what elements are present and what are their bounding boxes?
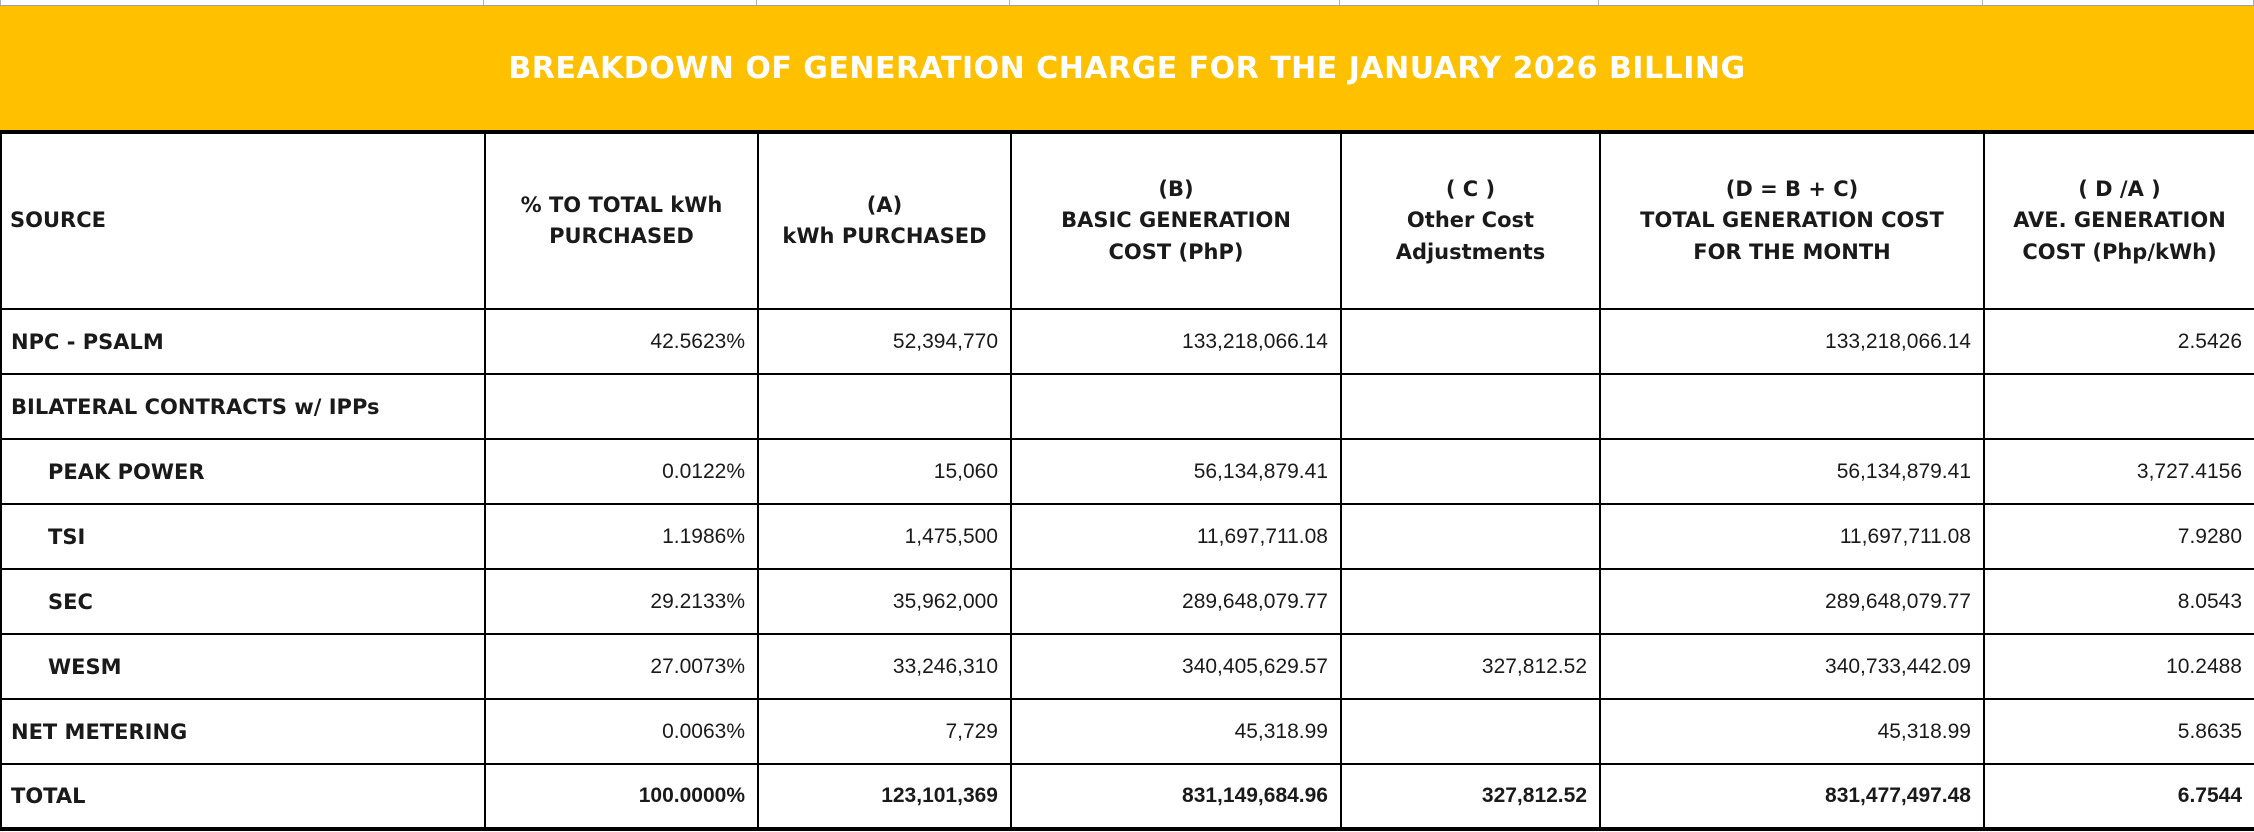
adjustments-cell — [1340, 438, 1601, 505]
page-title: BREAKDOWN OF GENERATION CHARGE FOR THE J… — [508, 50, 1746, 86]
ave-cost-cell: 8.0543 — [1983, 568, 2254, 635]
row-label: PEAK POWER — [0, 438, 486, 505]
basic-cost-cell: 56,134,879.41 — [1010, 438, 1342, 505]
total-cost-cell: 340,733,442.09 — [1599, 633, 1985, 700]
adjustments-cell — [1340, 568, 1601, 635]
pct-cell: 0.0122% — [484, 438, 759, 505]
total-cost-cell: 133,218,066.14 — [1599, 308, 1985, 375]
gridline-cell — [1599, 0, 1983, 5]
table-row-net-metering: NET METERING 0.0063% 7,729 45,318.99 45,… — [0, 698, 2254, 765]
column-header-other-cost-adjustments: ( C ) Other Cost Adjustments — [1340, 132, 1601, 310]
adjustments-cell — [1340, 308, 1601, 375]
pct-cell: 42.5623% — [484, 308, 759, 375]
total-cost-cell — [1599, 373, 1985, 440]
title-band: BREAKDOWN OF GENERATION CHARGE FOR THE J… — [0, 6, 2254, 132]
row-label: TOTAL — [0, 763, 486, 831]
table-header-row: SOURCE % TO TOTAL kWh PURCHASED (A) kWh … — [0, 132, 2254, 310]
pct-cell: 27.0073% — [484, 633, 759, 700]
basic-cost-cell: 340,405,629.57 — [1010, 633, 1342, 700]
ave-cost-cell: 6.7544 — [1983, 763, 2254, 831]
row-label: BILATERAL CONTRACTS w/ IPPs — [0, 373, 486, 440]
total-cost-cell: 11,697,711.08 — [1599, 503, 1985, 570]
pct-cell: 1.1986% — [484, 503, 759, 570]
ave-cost-cell: 3,727.4156 — [1983, 438, 2254, 505]
adjustments-cell — [1340, 373, 1601, 440]
column-header-pct-to-total: % TO TOTAL kWh PURCHASED — [484, 132, 759, 310]
column-header-ave-generation-cost: ( D /A ) AVE. GENERATION COST (Php/kWh) — [1983, 132, 2254, 310]
column-header-total-generation-cost: (D = B + C) TOTAL GENERATION COST FOR TH… — [1599, 132, 1985, 310]
row-label: NPC - PSALM — [0, 308, 486, 375]
ave-cost-cell: 10.2488 — [1983, 633, 2254, 700]
table-row-total: TOTAL 100.0000% 123,101,369 831,149,684.… — [0, 763, 2254, 831]
basic-cost-cell: 289,648,079.77 — [1010, 568, 1342, 635]
kwh-cell: 7,729 — [757, 698, 1012, 765]
table-row-peak-power: PEAK POWER 0.0122% 15,060 56,134,879.41 … — [0, 438, 2254, 505]
basic-cost-cell: 133,218,066.14 — [1010, 308, 1342, 375]
gridline-cell — [0, 0, 484, 5]
total-cost-cell: 45,318.99 — [1599, 698, 1985, 765]
row-label: NET METERING — [0, 698, 486, 765]
generation-charge-table: SOURCE % TO TOTAL kWh PURCHASED (A) kWh … — [0, 132, 2254, 831]
column-header-source: SOURCE — [0, 132, 486, 310]
total-cost-cell: 289,648,079.77 — [1599, 568, 1985, 635]
ave-cost-cell — [1983, 373, 2254, 440]
adjustments-cell — [1340, 503, 1601, 570]
pct-cell: 0.0063% — [484, 698, 759, 765]
gridline-cell — [484, 0, 757, 5]
table-row-wesm: WESM 27.0073% 33,246,310 340,405,629.57 … — [0, 633, 2254, 700]
basic-cost-cell — [1010, 373, 1342, 440]
table-row-npc-psalm: NPC - PSALM 42.5623% 52,394,770 133,218,… — [0, 308, 2254, 375]
kwh-cell: 1,475,500 — [757, 503, 1012, 570]
row-label: WESM — [0, 633, 486, 700]
adjustments-cell: 327,812.52 — [1340, 763, 1601, 831]
gridline-cell — [1010, 0, 1340, 5]
basic-cost-cell: 45,318.99 — [1010, 698, 1342, 765]
column-header-kwh-purchased: (A) kWh PURCHASED — [757, 132, 1012, 310]
gridline-cell — [757, 0, 1010, 5]
row-label: SEC — [0, 568, 486, 635]
table-row-sec: SEC 29.2133% 35,962,000 289,648,079.77 2… — [0, 568, 2254, 635]
pct-cell: 29.2133% — [484, 568, 759, 635]
total-cost-cell: 56,134,879.41 — [1599, 438, 1985, 505]
ave-cost-cell: 7.9280 — [1983, 503, 2254, 570]
table-row-tsi: TSI 1.1986% 1,475,500 11,697,711.08 11,6… — [0, 503, 2254, 570]
kwh-cell: 123,101,369 — [757, 763, 1012, 831]
column-header-basic-generation-cost: (B) BASIC GENERATION COST (PhP) — [1010, 132, 1342, 310]
pct-cell — [484, 373, 759, 440]
row-label: TSI — [0, 503, 486, 570]
basic-cost-cell: 11,697,711.08 — [1010, 503, 1342, 570]
adjustments-cell: 327,812.52 — [1340, 633, 1601, 700]
ave-cost-cell: 2.5426 — [1983, 308, 2254, 375]
kwh-cell: 33,246,310 — [757, 633, 1012, 700]
kwh-cell: 15,060 — [757, 438, 1012, 505]
kwh-cell: 52,394,770 — [757, 308, 1012, 375]
basic-cost-cell: 831,149,684.96 — [1010, 763, 1342, 831]
adjustments-cell — [1340, 698, 1601, 765]
total-cost-cell: 831,477,497.48 — [1599, 763, 1985, 831]
gridline-cell — [1340, 0, 1599, 5]
pct-cell: 100.0000% — [484, 763, 759, 831]
kwh-cell — [757, 373, 1012, 440]
ave-cost-cell: 5.8635 — [1983, 698, 2254, 765]
table-row-bilateral-contracts: BILATERAL CONTRACTS w/ IPPs — [0, 373, 2254, 440]
gridline-cell — [1983, 0, 2254, 5]
kwh-cell: 35,962,000 — [757, 568, 1012, 635]
